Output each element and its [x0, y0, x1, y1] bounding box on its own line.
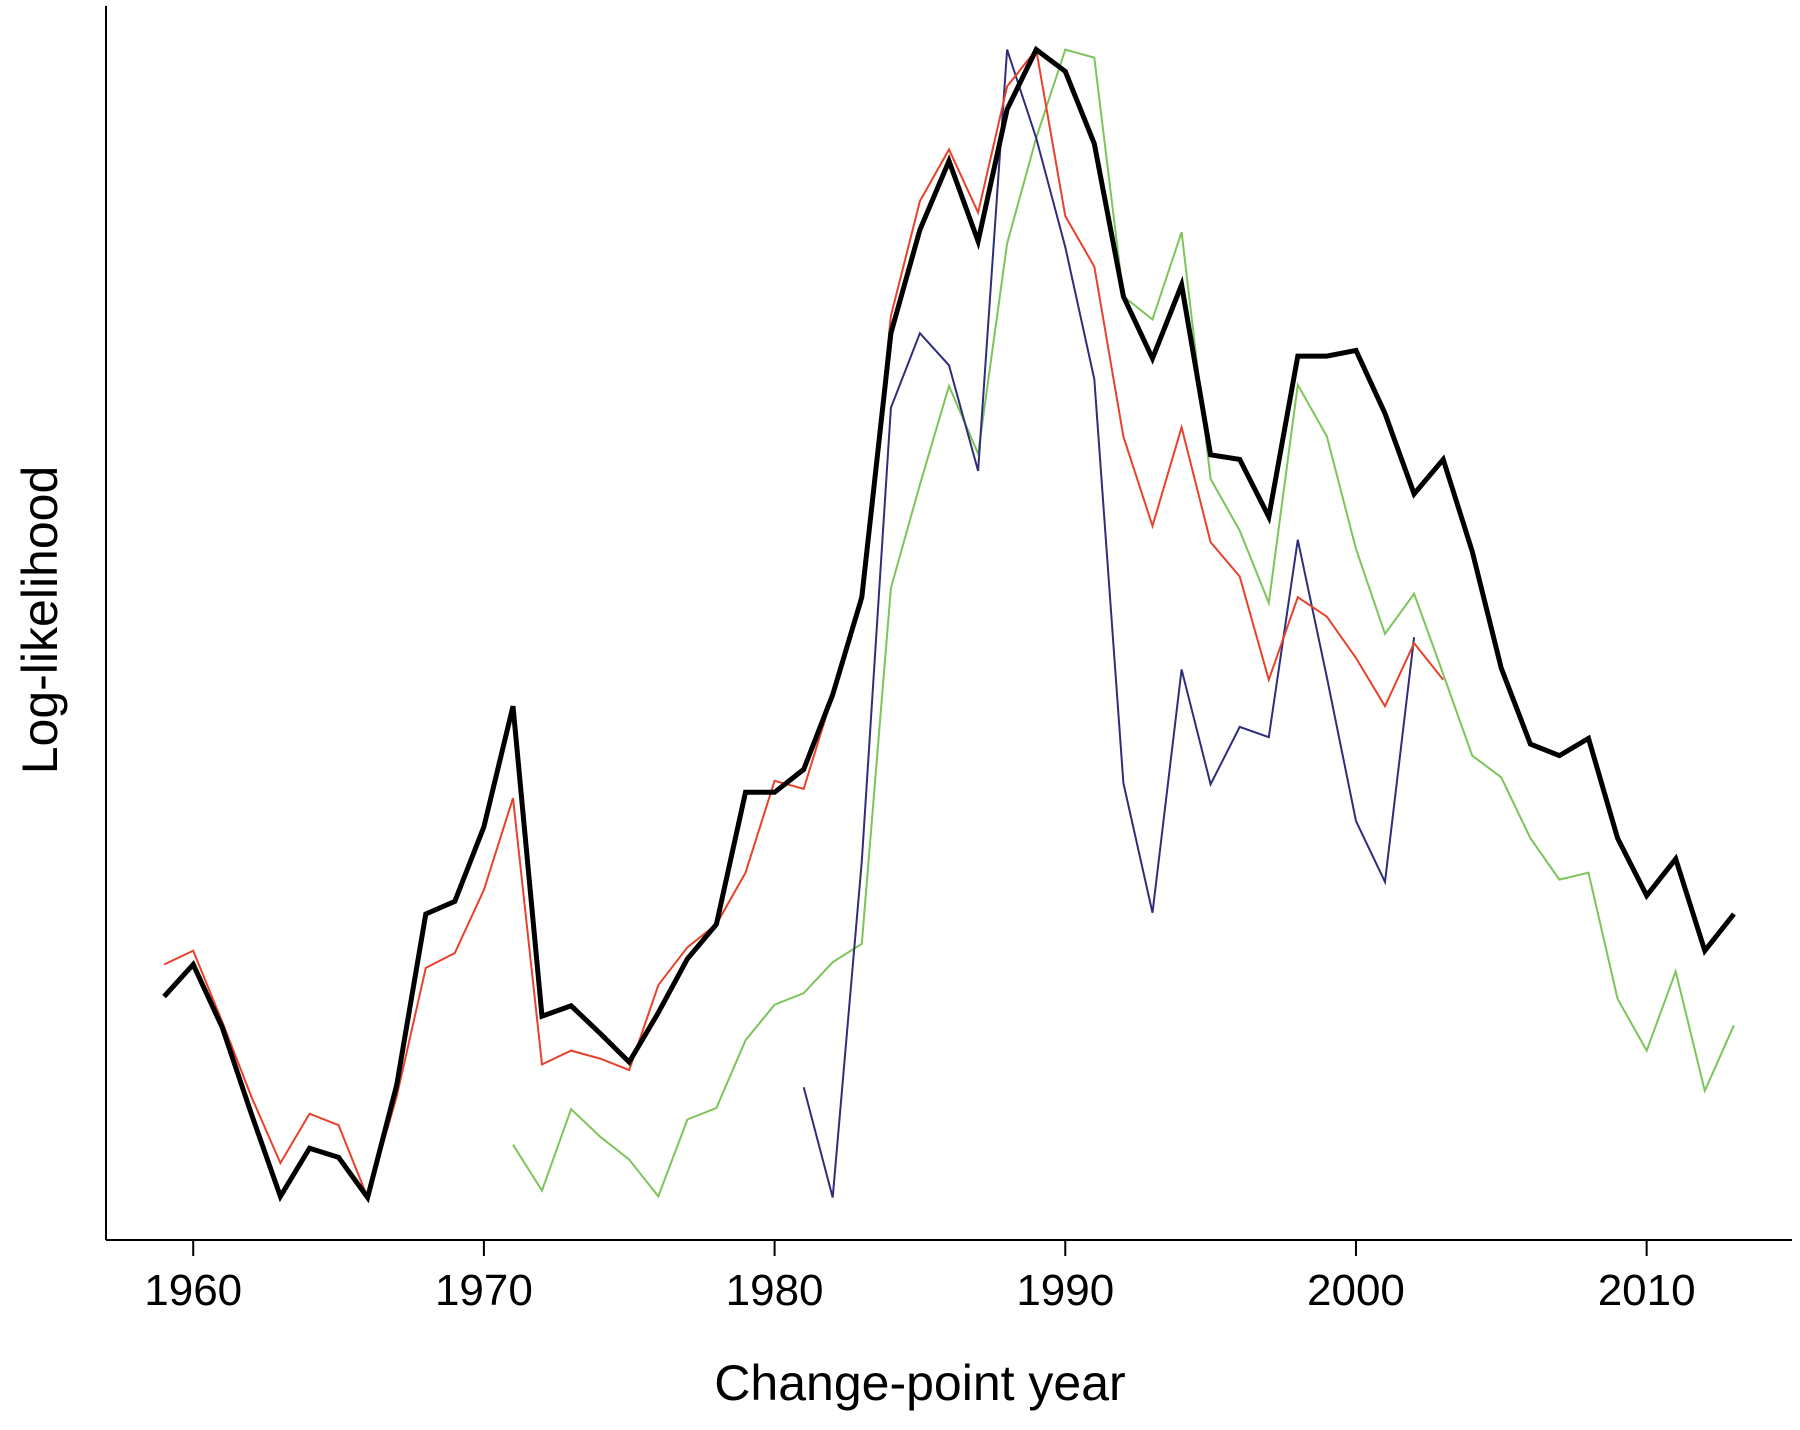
- x-tick-label: 1980: [726, 1266, 824, 1315]
- x-axis-label: Change-point year: [714, 1355, 1125, 1411]
- x-tick-label: 2010: [1598, 1266, 1696, 1315]
- x-tick-label: 2000: [1307, 1266, 1405, 1315]
- data-line: [163, 47, 1444, 1201]
- data-line: [802, 49, 1416, 1198]
- x-tick-label: 1960: [144, 1266, 242, 1315]
- data-line: [162, 45, 1736, 1204]
- x-tick-label: 1970: [435, 1266, 533, 1315]
- data-line: [512, 48, 1735, 1199]
- y-axis-label: Log-likelihood: [12, 466, 68, 775]
- x-tick-label: 1990: [1016, 1266, 1114, 1315]
